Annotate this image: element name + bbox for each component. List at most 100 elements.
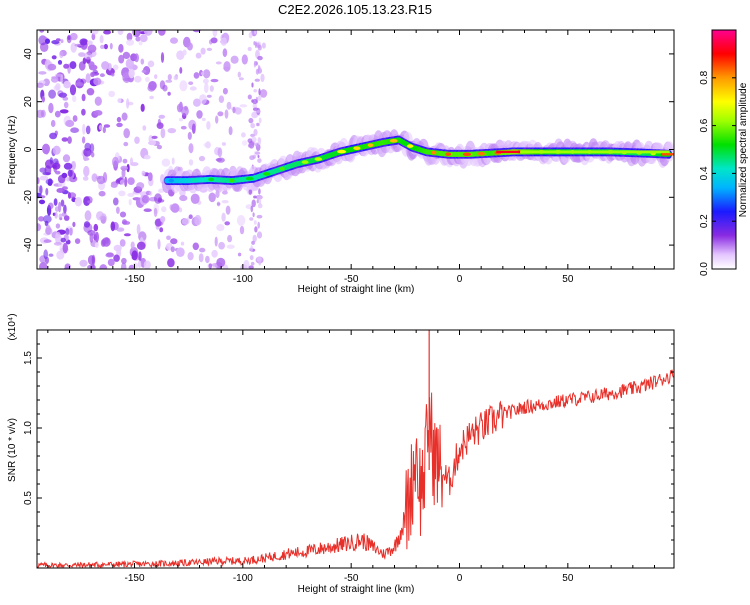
snr-y-axis-label: SNR (10 * v/v): [7, 418, 18, 482]
noise-blob: [165, 79, 173, 83]
noise-blob: [218, 241, 226, 250]
noise-blob: [93, 77, 102, 86]
noise-blob: [123, 141, 129, 147]
noise-blob: [212, 30, 218, 38]
noise-blob: [116, 122, 123, 128]
noise-blob: [241, 132, 246, 138]
noise-blob: [193, 72, 200, 79]
noise-blob: [179, 80, 188, 92]
colorbar-ticks: 0.0 0.2 0.4 0.6 0.8: [699, 70, 736, 276]
noise-blob: [78, 61, 86, 71]
colorbar-gradient: [712, 30, 736, 269]
noise-blob: [187, 131, 192, 140]
noise-blob: [67, 136, 72, 144]
noise-blob: [139, 34, 148, 43]
noise-blob: [63, 101, 69, 109]
noise-blob: [128, 199, 132, 206]
noise-blob: [259, 89, 268, 98]
noise-blob: [52, 145, 61, 155]
noise-blob: [205, 255, 210, 264]
noise-blob: [127, 177, 135, 186]
noise-blob: [253, 60, 256, 68]
noise-blob: [211, 249, 218, 258]
noise-blob: [148, 140, 156, 146]
noise-blob: [239, 225, 245, 235]
spectrogram-x-ticks: -150 -100 -50 0 50: [47, 30, 655, 285]
noise-blob: [181, 218, 190, 225]
noise-blob: [69, 84, 77, 96]
noise-blob: [142, 125, 147, 131]
noise-blob: [54, 206, 60, 212]
noise-blob: [253, 128, 258, 136]
noise-blob: [41, 95, 45, 103]
noise-blob: [70, 127, 79, 133]
ridge-core: [367, 143, 374, 147]
noise-blob: [239, 104, 248, 108]
y-tick-label: -40: [23, 237, 34, 252]
noise-blob: [48, 89, 56, 99]
noise-blob: [45, 187, 49, 196]
noise-blob: [208, 263, 213, 269]
noise-blob: [99, 73, 105, 78]
ridge-core: [279, 166, 285, 171]
noise-blob: [258, 258, 262, 266]
noise-blob: [83, 157, 90, 161]
noise-blob: [72, 115, 78, 122]
noise-blob: [256, 110, 261, 113]
noise-blob: [158, 30, 166, 36]
noise-blob: [167, 74, 172, 81]
noise-blob: [86, 88, 95, 96]
snr-frame: [36, 329, 675, 569]
colorbar: 0.0 0.2 0.4 0.6 0.8 Normalized spectral ampl…: [699, 29, 749, 276]
noise-blob: [176, 50, 185, 60]
noise-blob: [252, 98, 258, 105]
noise-blob: [68, 192, 77, 199]
noise-blob: [94, 242, 99, 249]
noise-blob: [186, 42, 193, 51]
noise-blob: [220, 37, 227, 46]
noise-blob: [204, 82, 209, 93]
snr-background: [37, 330, 674, 568]
noise-blob: [123, 233, 131, 237]
noise-blob: [113, 197, 119, 206]
noise-blob: [122, 220, 131, 225]
noise-blob: [257, 44, 262, 51]
noise-blob: [199, 247, 206, 253]
noise-blob: [62, 242, 68, 254]
x-tick-label: 0: [457, 274, 463, 285]
noise-blob: [91, 173, 98, 182]
noise-blob: [149, 191, 153, 196]
noise-blob: [127, 192, 135, 197]
ridge-core: [229, 178, 235, 183]
noise-blob: [158, 114, 166, 119]
noise-blob: [116, 227, 125, 232]
noise-blob: [154, 193, 162, 204]
noise-blob: [251, 240, 256, 245]
spectrogram-y-ticks: -40 -20 0 20 40: [23, 48, 674, 252]
noise-blob: [257, 137, 262, 146]
ridge-core: [431, 150, 437, 155]
noise-blob: [120, 262, 127, 269]
noise-blob: [61, 137, 68, 142]
y-tick-label: 0: [23, 146, 34, 152]
noise-blob: [72, 221, 76, 228]
noise-blob: [79, 259, 88, 267]
noise-blob: [250, 205, 254, 213]
noise-blob: [178, 207, 183, 213]
noise-blob: [254, 226, 258, 233]
noise-blob: [90, 30, 99, 35]
noise-blob: [216, 257, 226, 268]
spectrogram-y-axis-label: Frequency (Hz): [7, 116, 18, 185]
noise-blob: [87, 40, 93, 45]
noise-blob: [145, 76, 150, 83]
noise-blob: [161, 158, 171, 167]
noise-blob: [79, 38, 88, 46]
noise-blob: [237, 252, 242, 257]
noise-blob: [93, 110, 103, 116]
noise-blob: [210, 37, 218, 44]
y-tick-label: 20: [23, 96, 34, 108]
noise-blob: [230, 55, 239, 64]
noise-blob: [96, 175, 106, 185]
x-tick-label: -150: [124, 274, 144, 285]
noise-blob: [65, 119, 75, 128]
